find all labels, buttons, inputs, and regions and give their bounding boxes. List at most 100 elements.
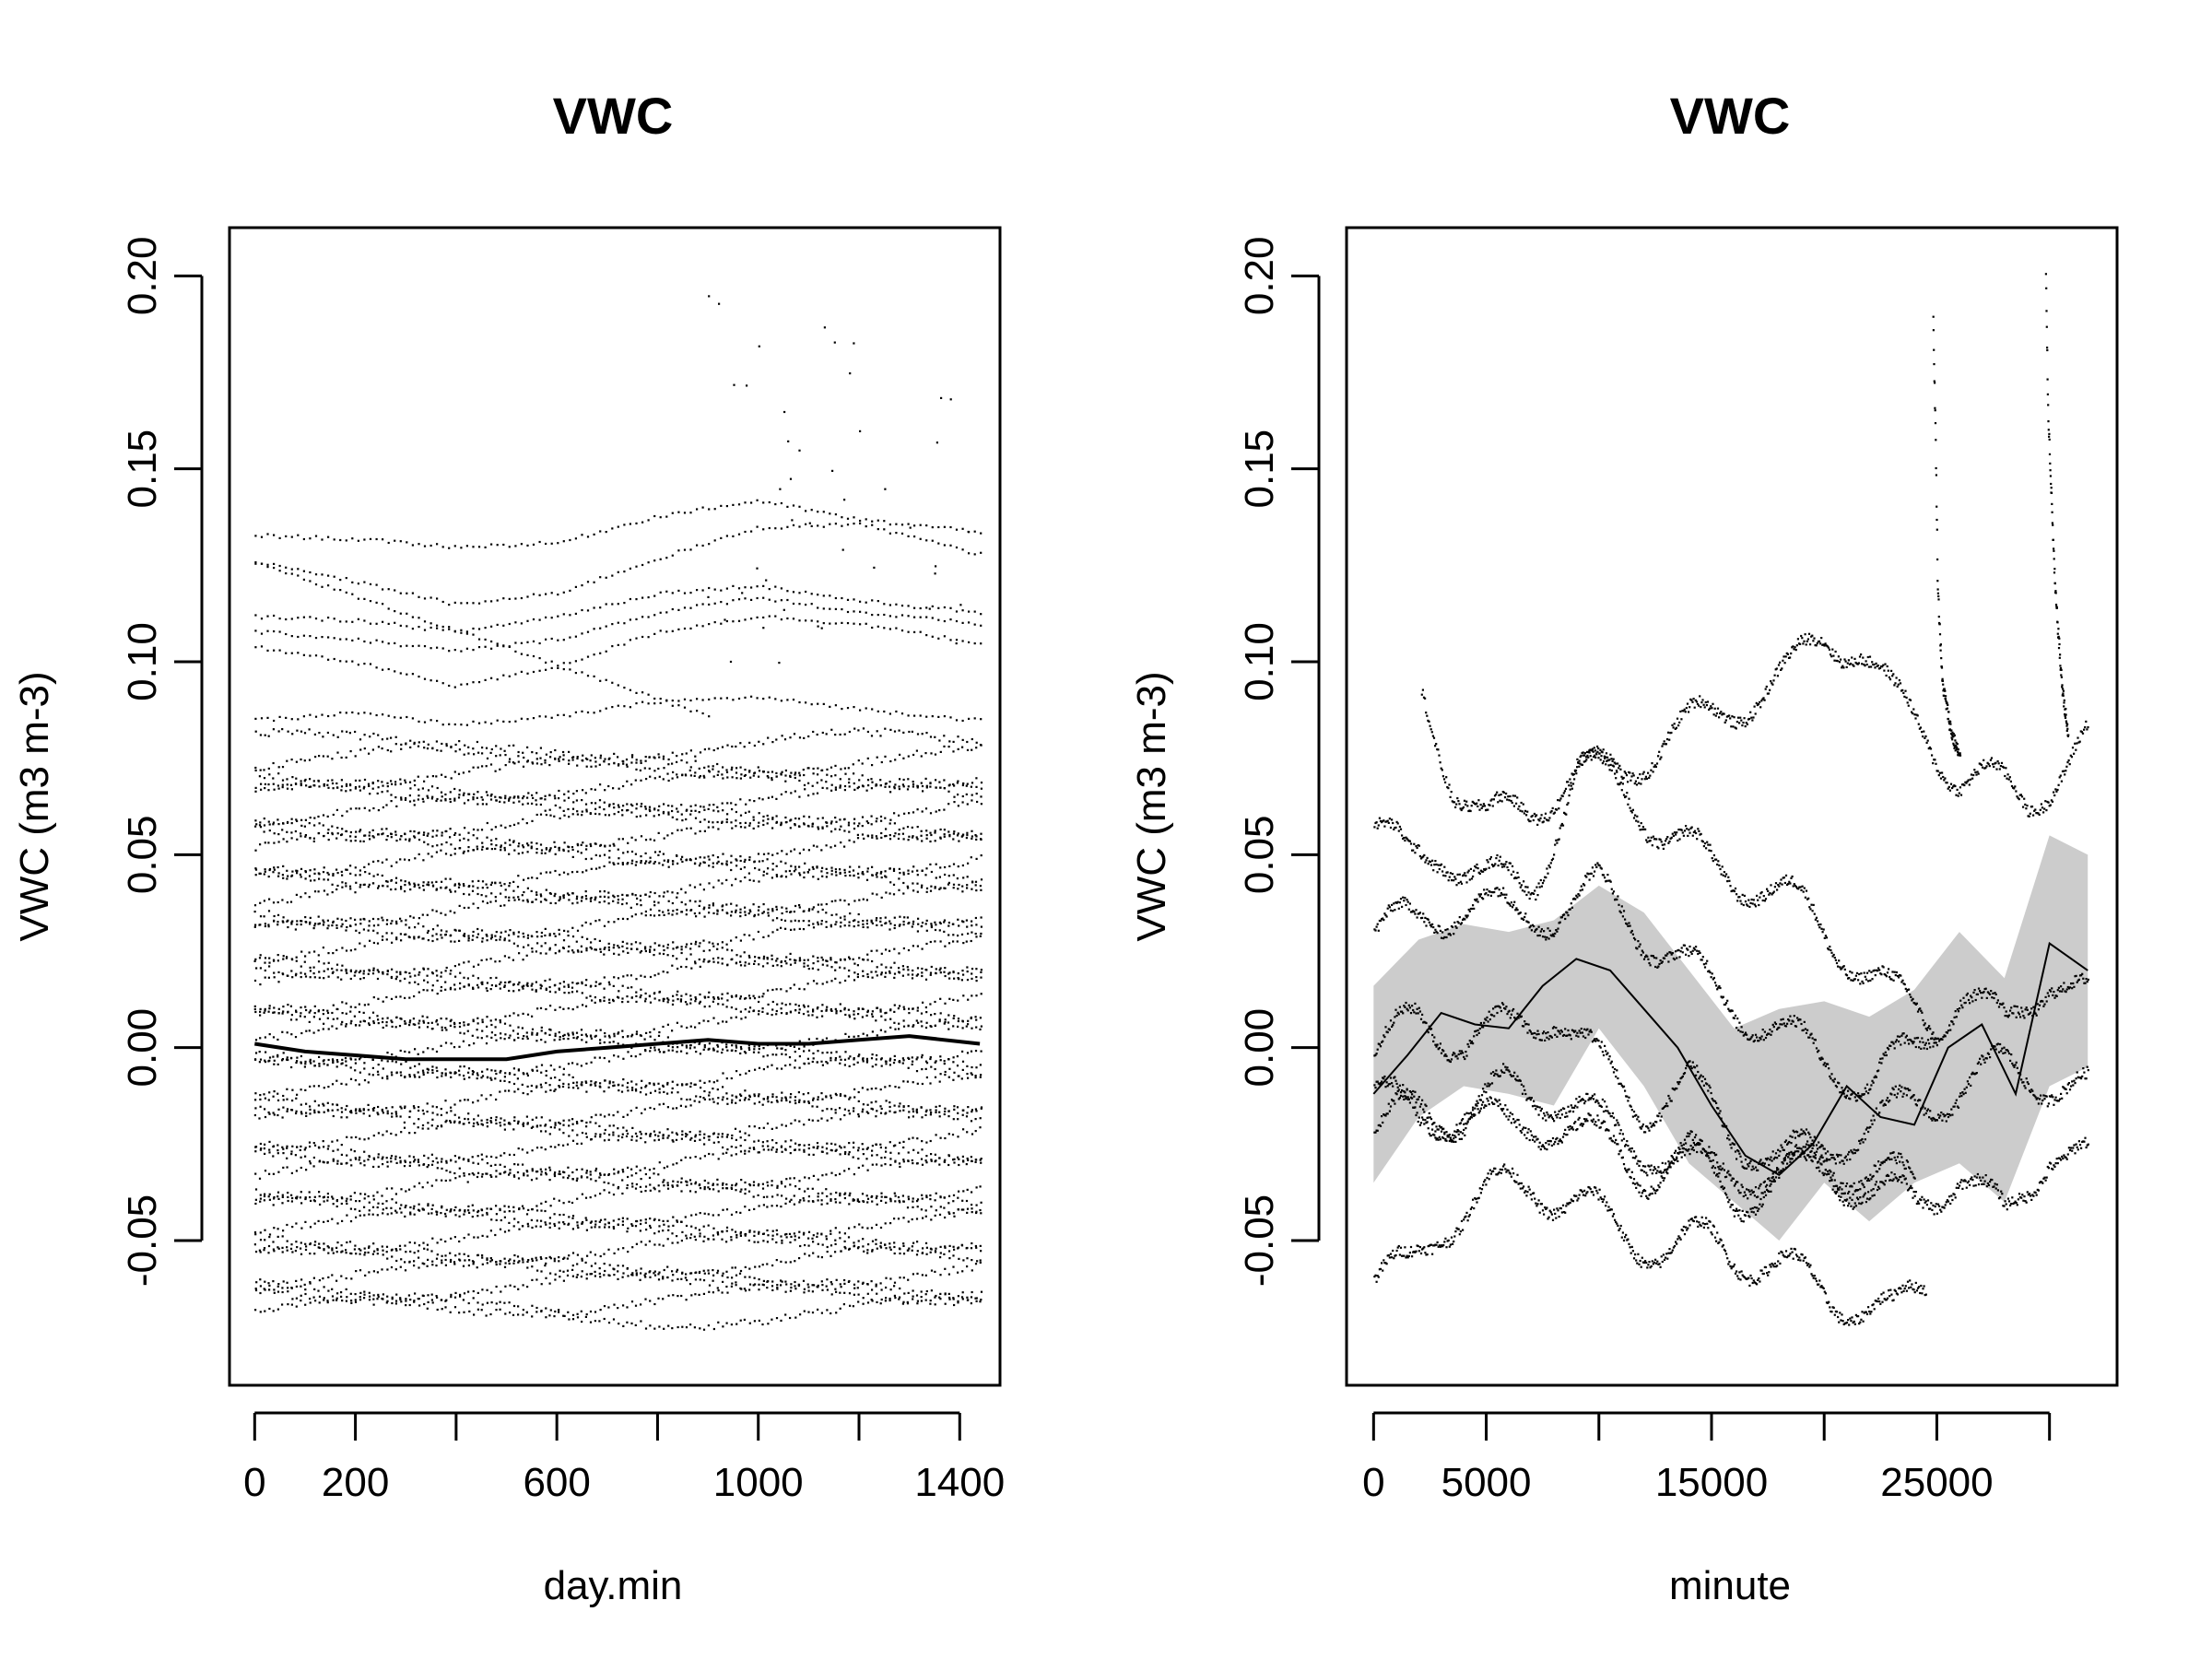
left-data-point [599,1193,602,1195]
left-data-point [322,1013,324,1016]
left-data-point [480,1309,483,1312]
left-data-point [286,1098,288,1100]
left-data-point [667,1049,670,1052]
left-data-point [304,972,307,975]
left-data-point [653,1084,655,1087]
left-data-point [722,1280,724,1283]
left-data-point [735,954,738,957]
left-data-point [653,1272,655,1275]
left-data-point [531,900,534,903]
left-data-point [323,834,325,838]
left-data-point [712,1000,714,1003]
left-data-point [382,832,384,835]
left-data-point [318,1159,322,1162]
left-data-point [449,1171,452,1173]
left-data-point [613,1168,616,1171]
left-data-point [508,1037,511,1040]
left-data-point [254,849,257,852]
left-data-point [426,1248,429,1251]
left-data-point [332,1018,335,1020]
left-data-point [527,844,530,847]
left-data-point [441,1259,443,1262]
left-data-point [559,1172,561,1175]
left-data-point [717,860,720,863]
left-data-point [585,1062,588,1065]
left-data-point [408,1260,411,1263]
left-data-point [309,1145,312,1148]
left-data-point [326,1219,329,1222]
left-data-point [481,1234,484,1237]
left-data-point [481,1303,484,1306]
left-data-point [576,901,579,904]
left-data-point [568,1086,571,1088]
left-data-point [548,990,551,993]
left-data-point [430,1293,433,1296]
left-data-point [300,1285,302,1288]
left-data-point [312,784,315,787]
left-data-point [580,900,583,902]
left-data-point [368,920,371,923]
left-data-point [391,941,394,944]
left-data-point [276,954,279,957]
left-data-point [634,853,637,855]
left-data-point [414,857,417,860]
left-data-point [671,1327,674,1330]
left-data-point [575,1084,578,1087]
left-data-point [291,976,294,979]
left-data-point [535,1086,538,1088]
left-data-point [526,1074,529,1077]
left-data-point [739,867,742,870]
left-data-point [462,852,465,854]
left-data-point [486,1207,488,1210]
left-data-point [300,1294,302,1297]
left-data-point [663,1167,665,1170]
left-data-point [377,833,380,836]
left-data-point [582,871,584,874]
left-data-point [599,1041,602,1044]
left-data-point [422,800,425,803]
left-data-point [503,904,506,907]
left-data-point [580,843,582,846]
left-data-point [395,1115,398,1118]
left-data-point [517,931,520,934]
left-data-point [486,757,489,759]
left-data-point [413,885,416,888]
left-data-point [559,1038,561,1041]
left-data-point [672,941,675,944]
left-data-point [576,1263,579,1265]
left-data-point [290,788,293,791]
left-data-point [413,779,416,782]
left-data-point [581,896,583,899]
left-data-point [676,776,679,779]
left-data-point [653,862,655,865]
left-data-point [472,965,476,968]
left-data-point [368,831,371,834]
left-data-point [621,1135,624,1139]
left-data-point [676,1021,678,1024]
left-data-point [335,808,338,811]
left-data-point [290,1153,293,1156]
left-data-point [634,1225,638,1228]
left-data-point [485,747,488,749]
left-data-point [685,966,688,969]
left-data-point [618,787,620,790]
left-data-point [685,1083,688,1086]
left-data-point [672,1224,675,1227]
left-data-point [312,966,315,969]
left-data-point [663,913,665,916]
left-data-point [521,1205,524,1207]
left-data-point [689,909,692,912]
left-data-point [381,916,383,919]
left-data-point [418,887,421,889]
left-data-point [722,1048,724,1051]
left-data-point [407,881,410,884]
left-data-point [503,1079,506,1082]
left-data-point [467,746,470,748]
left-data-point [305,1030,308,1032]
left-data-point [390,878,393,882]
left-data-point [681,1325,684,1328]
left-data-point [454,1160,457,1163]
left-data-point [608,844,611,847]
left-data-point [395,920,398,923]
left-data-point [386,737,389,740]
